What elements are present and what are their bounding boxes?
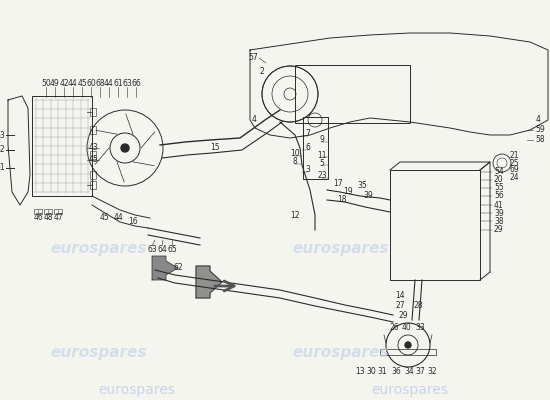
Text: 4: 4 bbox=[251, 116, 256, 124]
Text: 51: 51 bbox=[0, 164, 5, 172]
Text: eurospares: eurospares bbox=[293, 240, 389, 256]
Text: 44: 44 bbox=[68, 78, 78, 88]
Text: 38: 38 bbox=[494, 216, 504, 226]
Text: 27: 27 bbox=[395, 300, 405, 310]
Text: 41: 41 bbox=[494, 200, 504, 210]
Text: 36: 36 bbox=[391, 368, 401, 376]
Bar bbox=[32, 96, 92, 196]
Text: eurospares: eurospares bbox=[98, 383, 175, 397]
Text: 21: 21 bbox=[509, 150, 519, 160]
Bar bbox=[380, 349, 436, 355]
Text: 66: 66 bbox=[131, 78, 141, 88]
Text: eurospares: eurospares bbox=[371, 383, 448, 397]
Bar bbox=[54, 209, 62, 214]
Text: 7: 7 bbox=[306, 130, 310, 138]
Text: 60: 60 bbox=[86, 78, 96, 88]
Text: 35: 35 bbox=[357, 180, 367, 190]
Bar bbox=[390, 170, 480, 280]
Text: 45: 45 bbox=[77, 78, 87, 88]
Text: 47: 47 bbox=[53, 214, 63, 222]
Text: 18: 18 bbox=[337, 196, 346, 204]
Text: 25: 25 bbox=[509, 158, 519, 168]
Text: 23: 23 bbox=[317, 172, 327, 180]
Text: eurospares: eurospares bbox=[51, 240, 147, 256]
Text: 62: 62 bbox=[173, 264, 183, 272]
Text: 64: 64 bbox=[157, 246, 167, 254]
Text: 63: 63 bbox=[147, 246, 157, 254]
Text: 6: 6 bbox=[306, 144, 310, 152]
Text: 34: 34 bbox=[404, 368, 414, 376]
Text: 68: 68 bbox=[95, 78, 105, 88]
Text: eurospares: eurospares bbox=[51, 344, 147, 360]
Text: 49: 49 bbox=[50, 78, 60, 88]
Text: 13: 13 bbox=[355, 368, 365, 376]
Text: 29: 29 bbox=[494, 226, 504, 234]
Text: 10: 10 bbox=[290, 150, 300, 158]
Text: 8: 8 bbox=[293, 158, 298, 166]
Text: 55: 55 bbox=[494, 184, 504, 192]
Text: 53: 53 bbox=[0, 130, 5, 140]
Text: 65: 65 bbox=[167, 246, 177, 254]
Text: 28: 28 bbox=[413, 300, 423, 310]
Text: 30: 30 bbox=[366, 368, 376, 376]
Text: 44: 44 bbox=[113, 214, 123, 222]
Text: 48: 48 bbox=[43, 214, 53, 222]
Text: 57: 57 bbox=[248, 54, 258, 62]
Text: 9: 9 bbox=[320, 136, 324, 144]
Bar bbox=[295, 65, 410, 123]
Circle shape bbox=[121, 144, 129, 152]
Polygon shape bbox=[152, 256, 178, 280]
Bar bbox=[34, 209, 42, 214]
Circle shape bbox=[405, 342, 411, 348]
Text: 20: 20 bbox=[494, 176, 504, 184]
Bar bbox=[303, 117, 328, 179]
Bar bbox=[90, 108, 96, 116]
Text: 39: 39 bbox=[494, 208, 504, 218]
Text: 3: 3 bbox=[306, 166, 310, 174]
Text: 46: 46 bbox=[33, 214, 43, 222]
Text: 5: 5 bbox=[320, 158, 324, 168]
Text: 45: 45 bbox=[100, 214, 110, 222]
Text: 12: 12 bbox=[290, 210, 300, 220]
Text: 56: 56 bbox=[494, 192, 504, 200]
Text: 42: 42 bbox=[59, 78, 69, 88]
Text: 63: 63 bbox=[122, 78, 132, 88]
Text: 58: 58 bbox=[535, 136, 544, 144]
Text: 4: 4 bbox=[535, 116, 540, 124]
Text: 52: 52 bbox=[0, 146, 5, 154]
Text: eurospares: eurospares bbox=[293, 344, 389, 360]
Text: 16: 16 bbox=[128, 218, 138, 226]
Text: 45: 45 bbox=[88, 156, 98, 164]
Bar bbox=[90, 171, 96, 179]
Text: 37: 37 bbox=[415, 368, 425, 376]
Text: 44: 44 bbox=[104, 78, 114, 88]
Text: 61: 61 bbox=[113, 78, 123, 88]
Text: 29: 29 bbox=[398, 312, 408, 320]
Bar bbox=[90, 181, 96, 189]
Bar bbox=[90, 126, 96, 134]
Text: 43: 43 bbox=[88, 144, 98, 152]
Polygon shape bbox=[196, 266, 222, 298]
Text: 24: 24 bbox=[509, 174, 519, 182]
Text: 26: 26 bbox=[389, 324, 399, 332]
Text: 17: 17 bbox=[333, 180, 343, 188]
Text: 2: 2 bbox=[260, 68, 265, 76]
Text: 33: 33 bbox=[415, 324, 425, 332]
Text: 39: 39 bbox=[363, 190, 373, 200]
Bar bbox=[90, 151, 96, 159]
Text: 32: 32 bbox=[427, 368, 437, 376]
Text: 31: 31 bbox=[377, 368, 387, 376]
Text: 11: 11 bbox=[317, 150, 327, 160]
Text: 19: 19 bbox=[343, 188, 353, 196]
Bar bbox=[44, 209, 52, 214]
Text: 14: 14 bbox=[395, 290, 405, 300]
Text: 40: 40 bbox=[402, 324, 412, 332]
Text: 69: 69 bbox=[509, 166, 519, 174]
Text: 15: 15 bbox=[210, 144, 220, 152]
Text: 59: 59 bbox=[535, 126, 544, 134]
Text: 50: 50 bbox=[41, 78, 51, 88]
Text: 54: 54 bbox=[494, 168, 504, 176]
